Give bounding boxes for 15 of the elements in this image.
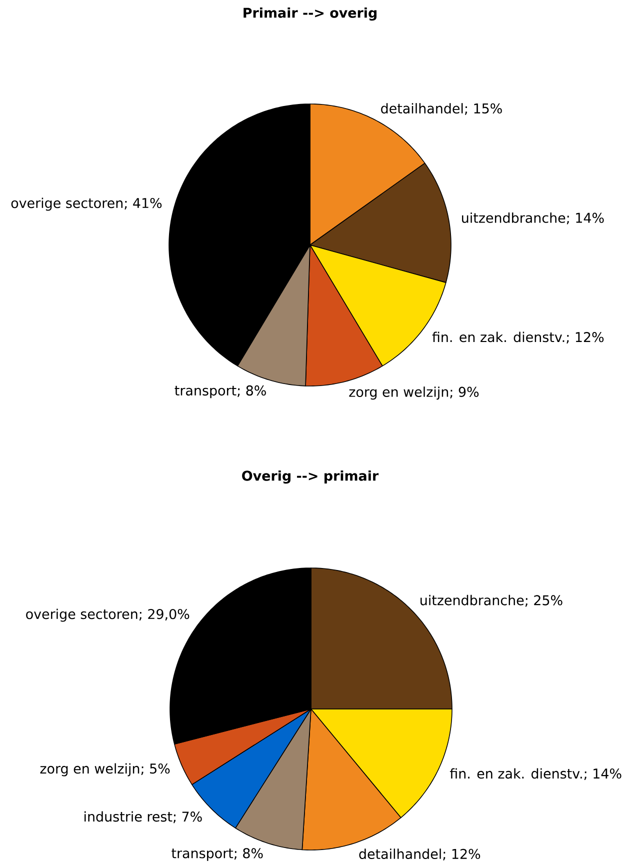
- chart-title: Primair --> overig: [244, 7, 376, 21]
- slice-label: fin. en zak. dienstv.; 14%: [450, 768, 622, 780]
- slice-label: transport; 8%: [172, 848, 263, 861]
- slice-label: detailhandel; 12%: [359, 848, 480, 860]
- slice-label: overige sectoren; 41%: [11, 198, 162, 211]
- chart-title: Overig --> primair: [242, 470, 379, 484]
- slice-label: uitzendbranche; 25%: [420, 594, 562, 607]
- slice-label: industrie rest; 7%: [84, 811, 202, 824]
- slice-label: zorg en welzijn; 9%: [349, 386, 479, 400]
- slice-label: fin. en zak. dienstv.; 12%: [432, 332, 604, 344]
- slice-label: overige sectoren; 29,0%: [26, 608, 190, 622]
- slice-label: zorg en welzijn; 5%: [40, 763, 170, 776]
- slice-label: detailhandel; 15%: [381, 103, 502, 115]
- slice-label: uitzendbranche; 14%: [462, 212, 604, 224]
- slice-label: transport; 8%: [174, 385, 266, 398]
